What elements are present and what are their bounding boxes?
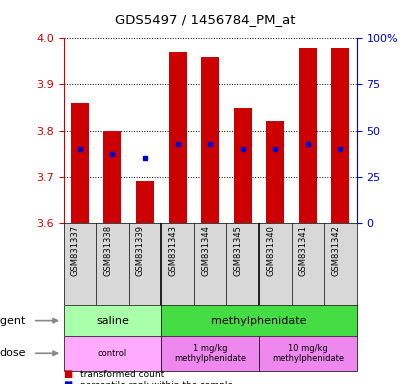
Text: GSM831340: GSM831340 xyxy=(265,225,274,276)
Bar xyxy=(258,336,356,371)
Bar xyxy=(233,108,251,223)
Bar xyxy=(136,181,153,223)
Bar xyxy=(63,305,161,336)
Text: ■: ■ xyxy=(63,369,73,379)
Text: GSM831344: GSM831344 xyxy=(201,225,209,276)
Bar xyxy=(63,336,161,371)
Text: GDS5497 / 1456784_PM_at: GDS5497 / 1456784_PM_at xyxy=(115,13,294,26)
Text: percentile rank within the sample: percentile rank within the sample xyxy=(80,381,232,384)
Text: GSM831338: GSM831338 xyxy=(103,225,112,276)
Bar xyxy=(330,48,348,223)
Text: 10 mg/kg
methylphenidate: 10 mg/kg methylphenidate xyxy=(271,344,343,363)
Text: GSM831337: GSM831337 xyxy=(71,225,80,276)
Text: GSM831339: GSM831339 xyxy=(136,225,145,276)
Text: methylphenidate: methylphenidate xyxy=(211,316,306,326)
Bar xyxy=(71,103,89,223)
Text: ■: ■ xyxy=(63,380,73,384)
Text: transformed count: transformed count xyxy=(80,370,164,379)
Bar xyxy=(266,121,283,223)
Text: GSM831341: GSM831341 xyxy=(298,225,307,276)
Text: GSM831343: GSM831343 xyxy=(168,225,177,276)
Text: control: control xyxy=(97,349,127,358)
Bar xyxy=(201,57,218,223)
Bar xyxy=(298,48,316,223)
Text: saline: saline xyxy=(96,316,128,326)
Bar xyxy=(103,131,121,223)
Text: agent: agent xyxy=(0,316,25,326)
Bar xyxy=(161,305,356,336)
Text: GSM831345: GSM831345 xyxy=(233,225,242,276)
Bar xyxy=(168,52,186,223)
Text: GSM831342: GSM831342 xyxy=(330,225,339,276)
Text: 1 mg/kg
methylphenidate: 1 mg/kg methylphenidate xyxy=(174,344,245,363)
Bar xyxy=(161,336,258,371)
Text: dose: dose xyxy=(0,348,25,358)
